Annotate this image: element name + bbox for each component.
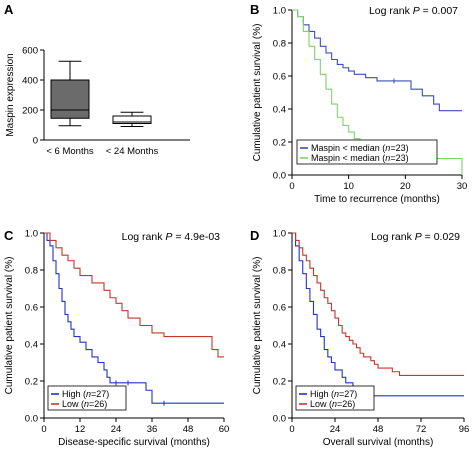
x-tick-label: 12	[75, 424, 86, 435]
y-tick-label: 0.2	[25, 377, 38, 388]
survival-curve-1	[292, 232, 464, 397]
y-axis-label: Cumulative patient survival (%)	[252, 24, 263, 162]
x-tick-label: 72	[416, 424, 427, 435]
y-tick-label: 0.0	[273, 414, 286, 425]
x-tick-label: 24	[111, 424, 122, 435]
y-tick-label: 0.8	[273, 266, 286, 277]
legend-entry-2: Low (n=26)	[310, 399, 355, 409]
x-tick-label: 48	[373, 424, 384, 435]
x-tick-label: 48	[183, 424, 194, 435]
x-tick-label: < 6 Months	[46, 146, 94, 157]
legend-box	[295, 385, 375, 411]
panel-letter-b: B	[250, 2, 259, 17]
panel-d-km-plot: 0.0 0.2 0.4 0.6 0.8 1.0 0 24 48 72 96 Overall survi…	[252, 229, 469, 449]
panel-b-km-plot: 0.0 0.2 0.4 0.6 0.8 1.0 0 10 20 30 Time to recurre…	[252, 5, 467, 205]
y-tick-label: 0.2	[273, 138, 286, 149]
panel-letter-c: C	[4, 228, 14, 243]
y-tick-label: 0.0	[273, 171, 286, 182]
y-tick-label: 0.4	[25, 340, 38, 351]
x-tick-label: 10	[343, 181, 354, 192]
y-tick-label: 0.6	[273, 72, 286, 83]
x-tick-label: 0	[289, 424, 294, 435]
panel-c-km-plot: 0.0 0.2 0.4 0.6 0.8 1.0 0 12 24 36 48 60 Disease-spe…	[4, 229, 229, 449]
x-tick-label: 20	[400, 181, 411, 192]
legend-box	[296, 139, 438, 165]
y-tick-label: 0.8	[273, 39, 286, 50]
survival-curve-1	[292, 9, 462, 112]
box-body	[50, 79, 90, 119]
y-axis-label: Cumulative patient survival (%)	[4, 257, 15, 395]
box-body	[112, 115, 152, 124]
x-axis-label: Overall survival (months)	[323, 437, 434, 448]
y-tick-label: 1.0	[273, 229, 286, 240]
x-tick-label: 24	[330, 424, 341, 435]
survival-curve-1	[44, 232, 224, 404]
y-tick-label: 1.0	[273, 6, 286, 17]
y-tick-label: 0.4	[273, 105, 286, 116]
log-rank-annotation: Log rank P = 4.9e-03	[122, 231, 221, 243]
panel-a-boxplot: 0 200 400 600 < 6 Months < 24 Months Maspin ex…	[5, 46, 190, 157]
y-axis-label: Cumulative patient survival (%)	[252, 257, 263, 395]
legend-box	[47, 385, 127, 411]
x-tick-label: < 24 Months	[106, 146, 159, 157]
y-axis-label: Maspin expression	[5, 53, 16, 136]
y-tick-label: 0.6	[273, 303, 286, 314]
y-tick-label: 1.0	[25, 229, 38, 240]
legend-entry-1: High (n=27)	[62, 389, 109, 399]
y-tick-label: 0.8	[25, 266, 38, 277]
y-tick-label: 0.2	[273, 377, 286, 388]
x-axis-label: Disease-specific survival (months)	[58, 437, 210, 448]
survival-curve-2	[292, 232, 464, 376]
y-tick-label: 0	[33, 136, 38, 147]
y-tick-label: 0.0	[25, 414, 38, 425]
x-tick-label: 96	[459, 424, 470, 435]
legend-entry-1: Maspin < median (n=23)	[311, 143, 409, 153]
legend-entry-2: Maspin < median (n=23)	[311, 153, 409, 163]
panel-letter-d: D	[250, 228, 259, 243]
x-tick-label: 0	[41, 424, 46, 435]
y-tick-label: 600	[22, 46, 38, 57]
legend-entry-1: High (n=27)	[310, 389, 357, 399]
y-tick-label: 0.4	[273, 340, 286, 351]
legend-entry-2: Low (n=26)	[62, 399, 107, 409]
panel-letter-a: A	[4, 2, 14, 17]
x-tick-label: 36	[147, 424, 158, 435]
log-rank-annotation: Log rank P = 0.007	[369, 5, 458, 17]
x-axis-label: Time to recurrence (months)	[314, 194, 440, 205]
log-rank-annotation: Log rank P = 0.029	[371, 231, 460, 243]
x-tick-label: 30	[457, 181, 468, 192]
x-tick-label: 60	[219, 424, 230, 435]
x-tick-label: 0	[289, 181, 294, 192]
y-tick-label: 0.6	[25, 303, 38, 314]
y-tick-label: 200	[22, 106, 38, 117]
y-tick-label: 400	[22, 76, 38, 87]
survival-curve-2	[44, 232, 224, 358]
